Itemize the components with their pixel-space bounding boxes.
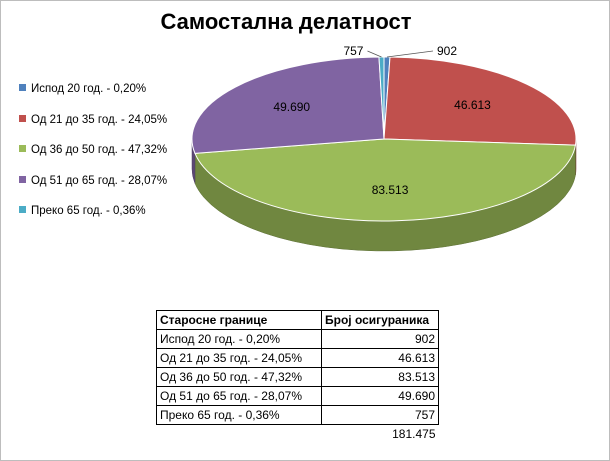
row-value: 83.513 (321, 367, 439, 387)
legend-swatch (19, 175, 26, 183)
legend-swatch (19, 206, 26, 213)
legend-swatch (19, 145, 26, 152)
total-value: 181.475 (392, 427, 436, 441)
table-row: Од 51 до 65 год. - 28,07% 49.690 (156, 386, 439, 406)
header-age-groups: Старосне границе (156, 310, 322, 330)
row-label: Од 21 до 35 год. - 24,05% (156, 348, 322, 368)
data-label: 49.690 (273, 100, 310, 114)
data-label: 83.513 (372, 183, 409, 197)
chart-title: Самостална делатност (160, 9, 412, 34)
legend-label: Од 21 до 35 год. - 24,05% (31, 113, 168, 126)
data-label: 46.613 (454, 98, 491, 112)
pie-slice (383, 56, 577, 146)
pie-slice (191, 56, 385, 154)
table-row: Испод 20 год. - 0,20% 902 (156, 329, 439, 349)
table-row: Преко 65 год. - 0,36% 757 (156, 405, 439, 425)
table-header-row: Старосне границе Број осигураника (156, 310, 439, 330)
row-label: Од 36 до 50 год. - 47,32% (156, 367, 322, 387)
legend-swatch (19, 114, 26, 122)
row-value: 902 (321, 329, 439, 349)
pie-chart: 902 46.613 83.513 49.690 757 (191, 44, 577, 252)
row-value: 757 (321, 405, 439, 425)
legend-item: Преко 65 год. - 0,36% (19, 205, 146, 221)
legend-label: Од 51 до 65 год. - 28,07% (31, 174, 168, 187)
header-insured-count: Број осигураника (321, 310, 439, 330)
table-total-row: 181.475 (157, 425, 439, 444)
legend-item: Од 21 до 35 год. - 24,05% (19, 114, 167, 130)
pie-slice (194, 138, 577, 222)
legend-label: Од 36 до 50 год. - 47,32% (31, 144, 168, 156)
table-row: Од 21 до 35 год. - 24,05% 46.613 (156, 348, 439, 368)
data-label: 902 (437, 44, 457, 58)
row-label: Од 51 до 65 год. - 28,07% (156, 386, 322, 406)
legend-item: Испод 20 год. - 0,20% (19, 83, 146, 99)
row-value: 46.613 (321, 348, 439, 368)
legend-item: Од 51 до 65 год. - 28,07% (19, 175, 167, 191)
legend-label: Преко 65 год. - 0,36% (31, 205, 146, 217)
row-label: Преко 65 год. - 0,36% (156, 405, 322, 425)
leader-line (367, 50, 382, 58)
data-table: Старосне границе Број осигураника Испод … (156, 310, 439, 443)
legend-item: Од 36 до 50 год. - 47,32% (19, 144, 167, 160)
total-spacer (157, 425, 322, 444)
leader-line (386, 50, 434, 58)
table-row: Од 36 до 50 год. - 47,32% 83.513 (156, 367, 439, 387)
data-label: 757 (343, 44, 363, 58)
row-label: Испод 20 год. - 0,20% (156, 329, 322, 349)
legend-swatch (19, 84, 26, 91)
legend-label: Испод 20 год. - 0,20% (31, 83, 147, 95)
row-value: 49.690 (321, 386, 439, 406)
